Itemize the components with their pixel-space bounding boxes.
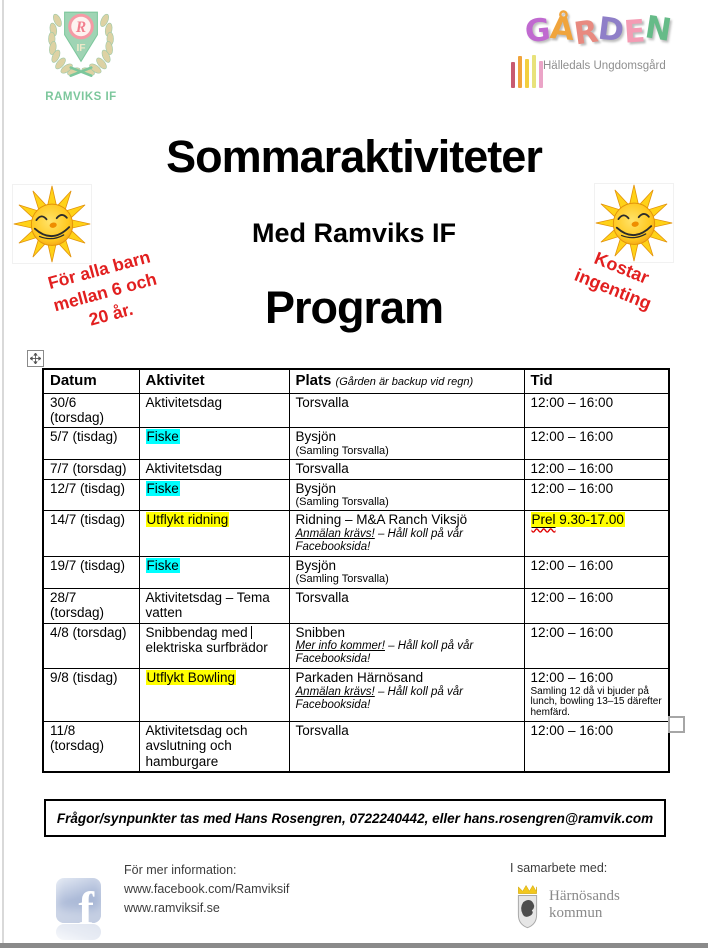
table-row: 5/7 (tisdag) Fiske Bysjön (Samling Torsvall… [42,427,670,461]
contact-box: Frågor/synpunkter tas med Hans Rosengren… [44,799,666,837]
header-plats: Plats (Gården är backup vid regn) [288,368,525,394]
page-left-edge [2,0,4,944]
garden-bar [525,59,529,88]
cell-time: Prel 9.30-17.00 [523,510,670,558]
cell-activity: Fiske [138,427,290,461]
cell-place: Bysjön (Samling Torsvalla) [288,556,525,589]
table-row: 28/7 (torsdag) Aktivitetsdag – Tema vatte… [42,587,670,624]
cell-activity: Fiske [138,556,290,589]
sun-left-icon [12,184,92,264]
table-row: 12/7 (tisdag) Fiske Bysjön (Samling Torsval… [42,478,670,512]
ramviks-if-label: RAMVIKS IF [45,91,117,103]
header-aktivitet: Aktivitet [138,368,290,394]
table-row: 9/8 (tisdag) Utflykt Bowling Parkaden Härn… [42,668,670,723]
cell-place: Ridning – M&A Ranch Viksjö Anmälan krävs!… [288,510,525,558]
table-row: 30/6 (torsdag) Aktivitetsdag Torsvalla 12:0… [42,392,670,429]
facebook-f-glyph: f [78,883,94,924]
cell-time: 12:00 – 16:00 Samling 12 då vi bjuder på … [523,668,670,723]
cell-place: Snibben Mer info kommer! – Håll koll på v… [288,622,525,670]
header-plats-note: (Gården är backup vid regn) [335,376,474,388]
cell-time: 12:00 – 16:00 [523,622,670,670]
cell-activity: Aktivitetsdag – Tema vatten [138,587,290,624]
garden-bar [518,56,522,88]
cell-time: 12:00 – 16:00 [523,721,670,773]
garden-bar [539,61,543,88]
cell-time: 12:00 – 16:00 [523,478,670,512]
cell-date: 7/7 (torsdag) [42,459,140,480]
cell-place: Bysjön (Samling Torsvalla) [288,478,525,512]
cell-activity: Fiske [138,478,290,512]
cell-time: 12:00 – 16:00 [523,587,670,624]
cell-place: Torsvalla [288,392,525,429]
program-table-body: 30/6 (torsdag) Aktivitetsdag Torsvalla 12:0… [42,392,670,773]
page-subtitle: Med Ramviks IF [251,218,457,248]
cell-date: 5/7 (tisdag) [42,427,140,461]
contact-text: Frågor/synpunkter tas med Hans Rosengren… [56,810,654,826]
cell-activity: Aktivitetsdag [138,392,290,429]
program-table: Datum Aktivitet Plats (Gården är backup … [42,368,670,774]
text-cursor [250,625,252,639]
cell-activity: Aktivitetsdag [138,459,290,480]
garden-bars-icon [511,55,543,88]
facebook-icon-reflection [56,924,101,940]
garden-letter: D [596,10,627,50]
page-title: Sommaraktiviteter [166,131,543,182]
cell-place: Parkaden Härnösand Anmälan krävs! – Håll … [288,668,525,723]
cell-date: 30/6 (torsdag) [42,392,140,429]
kommun-name: Härnösands kommun [549,888,620,921]
page-bottom-edge [0,943,708,948]
cell-date: 19/7 (tisdag) [42,556,140,589]
cell-activity: Snibbendag med elektriska surfbrädor [138,622,290,670]
table-row: 11/8 (torsdag) Aktivitetsdag och avslutni… [42,721,670,773]
footer-website-url: www.ramviksif.se [124,901,220,915]
cell-date: 4/8 (torsdag) [42,622,140,670]
program-heading: Program [264,282,444,333]
garden-subtitle: Hälledals Ungdomsgård [543,60,666,72]
ramviks-shield-sub: IF [76,43,85,54]
ramviks-monogram: R [75,19,86,36]
move-arrows-icon [30,353,41,364]
cell-place: Torsvalla [288,587,525,624]
footer-info-title: För mer information: [124,863,237,877]
cell-time: 12:00 – 16:00 [523,556,670,589]
cell-time: 12:00 – 16:00 [523,459,670,480]
header-tid: Tid [523,368,670,394]
table-header-row: Datum Aktivitet Plats (Gården är backup … [42,368,670,394]
header-datum: Datum [42,368,140,394]
table-move-handle[interactable] [27,350,44,367]
cell-activity: Utflykt Bowling [138,668,290,723]
cell-place: Torsvalla [288,459,525,480]
cell-date: 28/7 (torsdag) [42,587,140,624]
cell-activity: Aktivitetsdag och avslutning och hamburg… [138,721,290,773]
facebook-icon: f [56,878,101,923]
sun-right-icon [594,183,674,263]
table-row: 4/8 (torsdag) Snibbendag med elektriska su… [42,622,670,670]
footer-coop-label: I samarbete med: [510,861,608,875]
footer-facebook-url: www.facebook.com/Ramviksif [124,882,290,896]
cell-place: Torsvalla [288,721,525,773]
cell-date: 11/8 (torsdag) [42,721,140,773]
cell-date: 12/7 (tisdag) [42,478,140,512]
garden-bar [532,55,536,88]
cell-place: Bysjön (Samling Torsvalla) [288,427,525,461]
ramviks-if-emblem-icon: R IF [48,11,114,78]
cell-activity: Utflykt ridning [138,510,290,558]
ramviks-if-logo: R IF RAMVIKS IF [38,8,124,103]
cell-time: 12:00 – 16:00 [523,392,670,429]
table-row: 7/7 (torsdag) Aktivitetsdag Torsvalla 12:00… [42,459,670,480]
table-row: 14/7 (tisdag) Utflykt ridning Ridning – M&… [42,510,670,558]
garden-letter: N [642,9,675,49]
cell-date: 9/8 (tisdag) [42,668,140,723]
cell-time: 12:00 – 16:00 [523,427,670,461]
harnosands-kommun-logo: Härnösands kommun [514,884,620,932]
garden-bar [511,62,515,88]
kommun-crest-icon [517,884,538,929]
table-resize-handle[interactable] [668,716,685,733]
footer-info: För mer information: www.facebook.com/Ra… [124,861,289,918]
table-row: 19/7 (tisdag) Fiske Bysjön (Samling Torsval… [42,556,670,589]
cell-date: 14/7 (tisdag) [42,510,140,558]
